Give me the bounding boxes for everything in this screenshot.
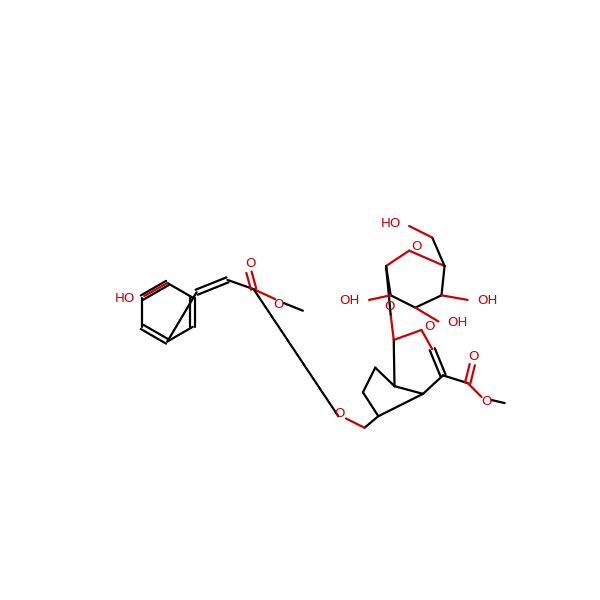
Text: HO: HO	[381, 217, 401, 230]
Text: O: O	[412, 240, 422, 253]
Text: OH: OH	[448, 316, 468, 329]
Text: O: O	[245, 257, 256, 270]
Text: O: O	[482, 395, 492, 408]
Text: OH: OH	[477, 294, 497, 307]
Text: O: O	[384, 299, 394, 313]
Text: OH: OH	[340, 294, 360, 307]
Text: O: O	[424, 320, 434, 334]
Text: O: O	[334, 407, 344, 419]
Text: HO: HO	[115, 292, 135, 305]
Text: O: O	[273, 298, 283, 311]
Text: O: O	[469, 350, 479, 362]
